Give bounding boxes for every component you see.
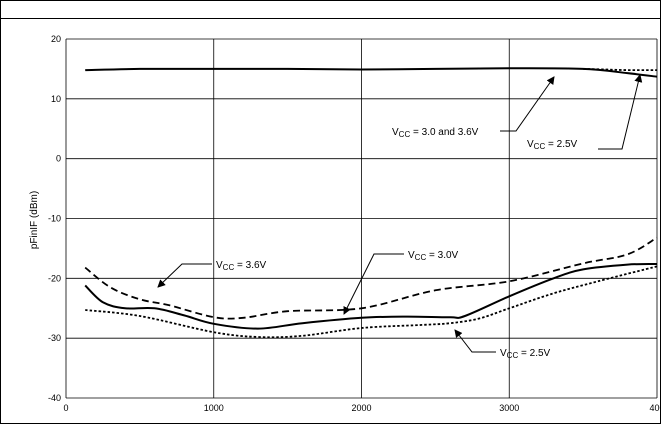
x-tick-label: 0	[63, 403, 68, 413]
y-axis-label: pFinIF (dBm)	[29, 191, 40, 249]
series-lines	[84, 67, 658, 339]
series-line-1	[583, 68, 658, 72]
leader-vcc-30-36	[500, 76, 555, 132]
label-vcc-30-36: VCC = 3.0 and 3.6V	[392, 127, 479, 139]
leader-vcc-25-bottom	[454, 329, 496, 353]
x-tick-label: 400	[649, 403, 661, 413]
label-main: V	[500, 348, 507, 359]
label-sub: CC	[399, 130, 411, 139]
label-rest: = 3.0V	[426, 250, 458, 261]
label-sub: CC	[415, 253, 427, 262]
leader-vcc-36	[157, 263, 212, 288]
y-tick-label: -30	[48, 333, 61, 343]
label-vcc-30: VCC = 3.0V	[408, 250, 459, 262]
label-rest: = 2.5V	[518, 348, 550, 359]
label-vcc-25-bottom: VCC = 2.5V	[500, 348, 551, 360]
leader-vcc-30	[343, 253, 404, 315]
y-tick-label: -20	[48, 273, 61, 283]
label-main: V	[216, 260, 223, 271]
y-tick-label: 0	[56, 154, 61, 164]
label-main: V	[392, 127, 399, 138]
label-main: V	[408, 250, 415, 261]
label-main: V	[527, 139, 534, 150]
y-tick-label: -40	[48, 393, 61, 403]
x-tick-label: 1000	[204, 403, 224, 413]
y-tick-label: 10	[51, 94, 61, 104]
series-line-3	[84, 262, 658, 330]
y-tick-label: -10	[48, 214, 61, 224]
label-sub: CC	[507, 351, 519, 360]
label-rest: = 2.5V	[545, 139, 577, 150]
label-vcc-36: VCC = 3.6V	[216, 260, 267, 272]
grid	[65, 38, 658, 399]
annotation-leaders	[157, 74, 643, 353]
series-line-0	[85, 67, 658, 78]
label-sub: CC	[534, 142, 546, 151]
series-line-4	[85, 265, 658, 339]
label-rest: = 3.6V	[234, 260, 266, 271]
x-tick-label: 3000	[499, 403, 519, 413]
leader-vcc-25-top	[598, 74, 643, 150]
label-sub: CC	[223, 263, 235, 272]
label-vcc-25-top: VCC = 2.5V	[527, 139, 578, 151]
series-line-2	[84, 236, 658, 320]
x-tick-label: 2000	[351, 403, 371, 413]
label-rest: = 3.0 and 3.6V	[410, 127, 478, 138]
y-tick-label: 20	[51, 34, 61, 44]
